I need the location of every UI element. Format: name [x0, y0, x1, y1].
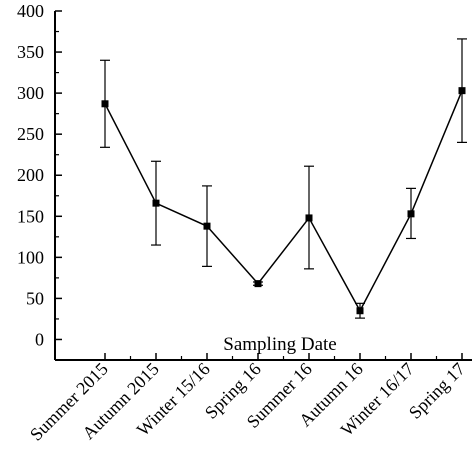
y-tick-label: 400	[17, 1, 44, 21]
data-points	[101, 87, 466, 315]
y-tick-label: 150	[17, 206, 44, 226]
x-axis-title: Sampling Date	[223, 334, 336, 355]
data-point	[305, 214, 313, 222]
data-point	[458, 87, 466, 95]
y-tick-label: 200	[17, 165, 44, 185]
data-point	[356, 307, 364, 315]
x-tick-label: Spring 17	[405, 359, 469, 423]
series-line	[104, 90, 463, 313]
series-line-group	[104, 90, 463, 313]
error-bars	[100, 38, 467, 319]
data-point	[407, 210, 415, 218]
data-point	[254, 280, 262, 288]
data-point	[152, 199, 160, 207]
y-tick-label: 300	[17, 83, 44, 103]
y-tick-label: 350	[17, 42, 44, 62]
axes	[54, 11, 472, 361]
ticks	[55, 10, 463, 360]
y-tick-label: 250	[17, 124, 44, 144]
y-tick-label: 100	[17, 247, 44, 267]
data-point	[101, 100, 109, 108]
y-tick-label: 50	[26, 288, 44, 308]
data-point	[203, 222, 211, 230]
y-tick-label: 0	[35, 329, 44, 349]
